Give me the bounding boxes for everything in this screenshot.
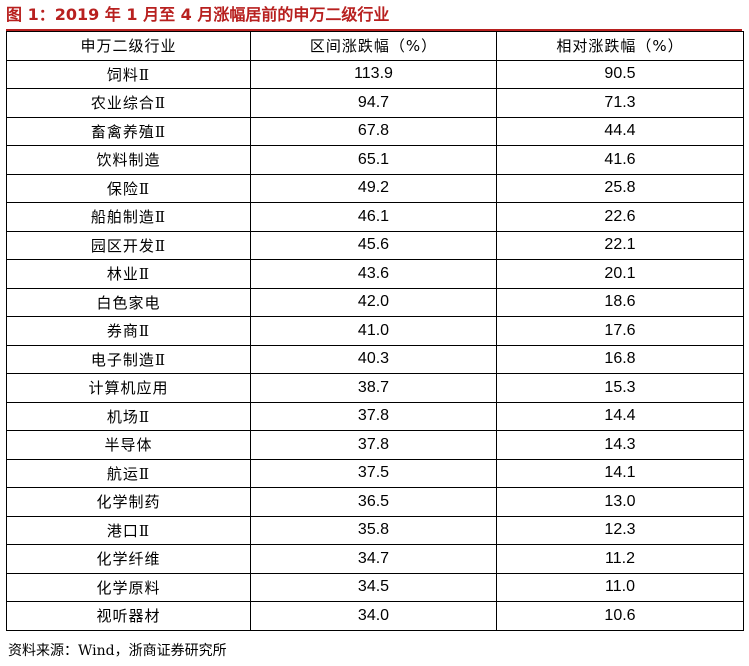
industry-table: 申万二级行业 区间涨跌幅（%） 相对涨跌幅（%） 饲料Ⅱ 113.9 90.5 …: [6, 31, 744, 631]
industry-name: 园区开发Ⅱ: [6, 230, 251, 260]
interval-change: 34.0: [250, 601, 497, 631]
table-row: 饲料Ⅱ 113.9 90.5: [6, 59, 744, 89]
interval-change: 43.6: [250, 259, 497, 289]
relative-change: 20.1: [496, 259, 744, 289]
industry-name: 机场Ⅱ: [6, 401, 251, 431]
header-row: 申万二级行业 区间涨跌幅（%） 相对涨跌幅（%）: [6, 31, 744, 61]
interval-change: 40.3: [250, 344, 497, 374]
table-row: 饮料制造 65.1 41.6: [6, 145, 744, 175]
relative-change: 14.4: [496, 401, 744, 431]
table-row: 券商Ⅱ 41.0 17.6: [6, 316, 744, 346]
table-row: 白色家电 42.0 18.6: [6, 287, 744, 317]
header-interval-change: 区间涨跌幅（%）: [250, 31, 497, 61]
relative-change: 71.3: [496, 88, 744, 118]
industry-name: 保险Ⅱ: [6, 173, 251, 203]
interval-change: 45.6: [250, 230, 497, 260]
industry-name: 农业综合Ⅱ: [6, 88, 251, 118]
interval-change: 65.1: [250, 145, 497, 175]
industry-name: 饲料Ⅱ: [6, 59, 251, 89]
table-row: 视听器材 34.0 10.6: [6, 601, 744, 631]
relative-change: 14.3: [496, 430, 744, 460]
relative-change: 12.3: [496, 515, 744, 545]
industry-name: 化学制药: [6, 487, 251, 517]
table-row: 林业Ⅱ 43.6 20.1: [6, 259, 744, 289]
table-row: 化学原料 34.5 11.0: [6, 572, 744, 602]
table-row: 机场Ⅱ 37.8 14.4: [6, 401, 744, 431]
industry-name: 视听器材: [6, 601, 251, 631]
industry-name: 船舶制造Ⅱ: [6, 202, 251, 232]
table-row: 农业综合Ⅱ 94.7 71.3: [6, 88, 744, 118]
relative-change: 13.0: [496, 487, 744, 517]
table-row: 航运Ⅱ 37.5 14.1: [6, 458, 744, 488]
interval-change: 36.5: [250, 487, 497, 517]
interval-change: 37.8: [250, 430, 497, 460]
industry-name: 港口Ⅱ: [6, 515, 251, 545]
interval-change: 113.9: [250, 59, 497, 89]
relative-change: 25.8: [496, 173, 744, 203]
industry-name: 化学纤维: [6, 544, 251, 574]
relative-change: 17.6: [496, 316, 744, 346]
industry-name: 畜禽养殖Ⅱ: [6, 116, 251, 146]
interval-change: 42.0: [250, 287, 497, 317]
interval-change: 37.8: [250, 401, 497, 431]
industry-name: 饮料制造: [6, 145, 251, 175]
relative-change: 44.4: [496, 116, 744, 146]
interval-change: 41.0: [250, 316, 497, 346]
header-industry: 申万二级行业: [6, 31, 251, 61]
table-row: 畜禽养殖Ⅱ 67.8 44.4: [6, 116, 744, 146]
figure-title: 图 1：2019 年 1 月至 4 月涨幅居前的申万二级行业: [6, 5, 390, 24]
relative-change: 22.1: [496, 230, 744, 260]
interval-change: 94.7: [250, 88, 497, 118]
header-relative-change: 相对涨跌幅（%）: [496, 31, 744, 61]
industry-name: 白色家电: [6, 287, 251, 317]
interval-change: 38.7: [250, 373, 497, 403]
relative-change: 10.6: [496, 601, 744, 631]
relative-change: 41.6: [496, 145, 744, 175]
title-rule: [6, 29, 742, 31]
relative-change: 90.5: [496, 59, 744, 89]
industry-name: 计算机应用: [6, 373, 251, 403]
industry-name: 林业Ⅱ: [6, 259, 251, 289]
interval-change: 49.2: [250, 173, 497, 203]
table-row: 计算机应用 38.7 15.3: [6, 373, 744, 403]
interval-change: 34.5: [250, 572, 497, 602]
table-row: 化学制药 36.5 13.0: [6, 487, 744, 517]
relative-change: 14.1: [496, 458, 744, 488]
interval-change: 46.1: [250, 202, 497, 232]
table-row: 船舶制造Ⅱ 46.1 22.6: [6, 202, 744, 232]
table-row: 半导体 37.8 14.3: [6, 430, 744, 460]
table-row: 保险Ⅱ 49.2 25.8: [6, 173, 744, 203]
table-row: 电子制造Ⅱ 40.3 16.8: [6, 344, 744, 374]
interval-change: 34.7: [250, 544, 497, 574]
table-row: 港口Ⅱ 35.8 12.3: [6, 515, 744, 545]
relative-change: 18.6: [496, 287, 744, 317]
relative-change: 22.6: [496, 202, 744, 232]
relative-change: 15.3: [496, 373, 744, 403]
industry-name: 化学原料: [6, 572, 251, 602]
table-row: 化学纤维 34.7 11.2: [6, 544, 744, 574]
interval-change: 67.8: [250, 116, 497, 146]
source-note: 资料来源：Wind，浙商证券研究所: [8, 643, 227, 659]
table-row: 园区开发Ⅱ 45.6 22.1: [6, 230, 744, 260]
industry-name: 电子制造Ⅱ: [6, 344, 251, 374]
relative-change: 11.0: [496, 572, 744, 602]
interval-change: 35.8: [250, 515, 497, 545]
interval-change: 37.5: [250, 458, 497, 488]
relative-change: 16.8: [496, 344, 744, 374]
industry-name: 半导体: [6, 430, 251, 460]
relative-change: 11.2: [496, 544, 744, 574]
industry-name: 券商Ⅱ: [6, 316, 251, 346]
industry-name: 航运Ⅱ: [6, 458, 251, 488]
